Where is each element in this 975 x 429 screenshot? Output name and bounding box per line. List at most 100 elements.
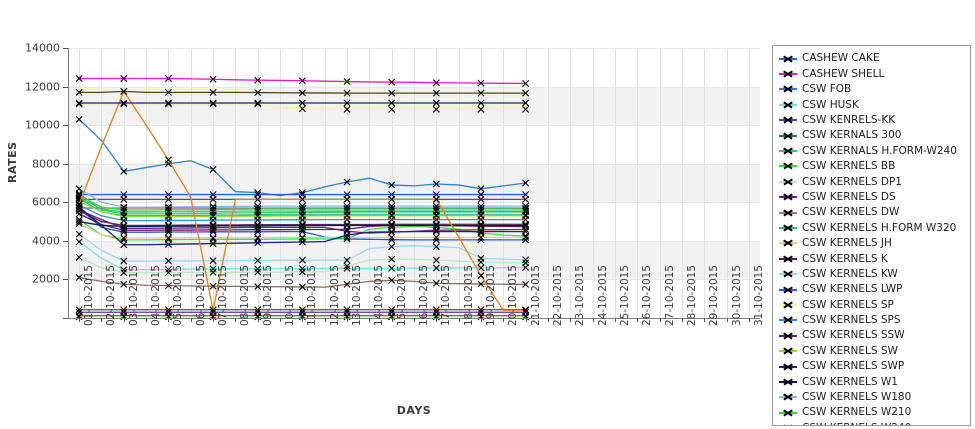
legend-marker-icon (779, 176, 797, 188)
x-tick (79, 318, 81, 322)
x-tick (503, 318, 505, 322)
legend-item[interactable]: CSW KERNELS DS (779, 190, 966, 205)
data-point-marker (75, 88, 83, 96)
legend-item[interactable]: CSW KERNELS BB (779, 159, 966, 174)
gridline-vertical (213, 48, 215, 318)
data-point-marker (298, 212, 306, 220)
legend-item[interactable]: CSW KERNALS H.FORM-W240 (779, 143, 966, 158)
legend-item[interactable]: CASHEW SHELL (779, 66, 966, 81)
x-tick (123, 318, 125, 322)
gridline-vertical (480, 48, 482, 318)
data-point-marker (522, 233, 530, 241)
legend-item[interactable]: CSW FOB (779, 82, 966, 97)
data-point-marker (209, 234, 217, 242)
gridline-horizontal (68, 240, 760, 242)
data-point-marker (75, 230, 83, 238)
data-point-marker (432, 221, 440, 229)
legend-item[interactable]: CSW KERNELS W180 (779, 390, 966, 405)
chart-legend[interactable]: CASHEW CAKE CASHEW SHELL CSW FOB CSW HUSK CS… (772, 45, 971, 426)
data-point-marker (298, 222, 306, 230)
data-point-marker (254, 222, 262, 230)
data-point-marker (388, 221, 396, 229)
legend-item[interactable]: CSW KERNELS JH (779, 236, 966, 251)
legend-item[interactable]: CSW KERNELS SP (779, 297, 966, 312)
legend-item[interactable]: CSW KERNELS SPS (779, 313, 966, 328)
data-point-marker (343, 262, 351, 270)
legend-item[interactable]: CSW KERNELS W240 (779, 420, 966, 425)
data-point-marker (209, 221, 217, 229)
data-point-marker (298, 99, 306, 107)
line-chart: 2000 4000 6000 8000 10000 12000 14000 01-10-20… (6, 42, 765, 418)
data-point-marker (298, 283, 306, 291)
gridline-vertical (146, 48, 148, 318)
x-tick-label: 05-10-2015 (172, 264, 185, 326)
x-tick-label: 27-10-2015 (663, 264, 676, 326)
data-point-marker (120, 191, 128, 199)
legend-label: CSW KERNELS SSW (802, 329, 905, 342)
gridline-vertical (614, 48, 616, 318)
data-point-marker (298, 268, 306, 276)
data-point-marker (209, 207, 217, 215)
legend-label: CSW KERNELS SW (802, 344, 898, 357)
data-point-marker (388, 243, 396, 251)
gridline-vertical (324, 48, 326, 318)
data-point-marker (477, 264, 485, 272)
data-point-marker (477, 221, 485, 229)
legend-label: CSW KERNALS H.FORM-W240 (802, 144, 957, 157)
legend-item[interactable]: CSW KERNELS K (779, 251, 966, 266)
data-point-marker (432, 180, 440, 188)
data-point-marker (298, 105, 306, 113)
x-tick (525, 318, 527, 322)
data-point-marker (75, 203, 83, 211)
data-point-marker (432, 89, 440, 97)
legend-item[interactable]: CSW KERNELS W210 (779, 405, 966, 420)
gridline-vertical (458, 48, 460, 318)
legend-item[interactable]: CSW KERNELS LWP (779, 282, 966, 297)
data-point-marker (388, 220, 396, 228)
gridline-vertical (280, 48, 282, 318)
legend-marker-icon (779, 391, 797, 403)
legend-item[interactable]: CSW KERNELS SWP (779, 359, 966, 374)
data-point-marker (164, 156, 172, 164)
legend-item[interactable]: CSW KERNELS SW (779, 343, 966, 358)
data-point-marker (120, 167, 128, 175)
x-tick-label: 26-10-2015 (641, 264, 654, 326)
legend-label: CSW KERNELS W210 (802, 406, 912, 419)
gridline-vertical (570, 48, 572, 318)
y-axis: 2000 4000 6000 8000 10000 12000 14000 (25, 42, 69, 319)
gridline-vertical (369, 48, 371, 318)
x-tick (480, 318, 482, 322)
legend-label: CSW FOB (802, 83, 852, 96)
legend-item[interactable]: CASHEW CAKE (779, 51, 966, 66)
gridline-vertical (101, 48, 103, 318)
legend-item[interactable]: CSW KERNELS KW (779, 266, 966, 281)
legend-item[interactable]: CSW KERNELS DP1 (779, 174, 966, 189)
data-point-marker (522, 179, 530, 187)
data-point-marker (254, 100, 262, 108)
data-point-marker (209, 268, 217, 276)
legend-marker-icon (779, 130, 797, 142)
x-tick (458, 318, 460, 322)
data-point-marker (432, 195, 440, 203)
series-csw-kernels-kw (75, 230, 530, 265)
series-line (78, 90, 526, 311)
legend-item[interactable]: CSW KERNELS DW (779, 205, 966, 220)
series-csw-fob (75, 115, 530, 197)
x-tick-label: 13-10-2015 (351, 264, 364, 326)
legend-item[interactable]: CSW KERNALS 300 (779, 128, 966, 143)
x-tick (748, 318, 750, 322)
legend-item[interactable]: CSW KERNELS SSW (779, 328, 966, 343)
series-line (78, 118, 526, 197)
legend-item[interactable]: CSW KENRELS-KK (779, 113, 966, 128)
x-tick (659, 318, 661, 322)
series-line (79, 276, 526, 288)
x-tick-label: 25-10-2015 (618, 264, 631, 326)
legend-item[interactable]: CSW KERNELS W1 (779, 374, 966, 389)
data-point-marker (120, 269, 128, 277)
legend-item[interactable]: CSW HUSK (779, 97, 966, 112)
legend-item[interactable]: CSW KERNELS H.FORM W320 (779, 220, 966, 235)
x-tick-label: 12-10-2015 (328, 264, 341, 326)
data-point-marker (388, 78, 396, 86)
legend-marker-icon (779, 299, 797, 311)
x-tick-label: 21-10-2015 (529, 264, 542, 326)
